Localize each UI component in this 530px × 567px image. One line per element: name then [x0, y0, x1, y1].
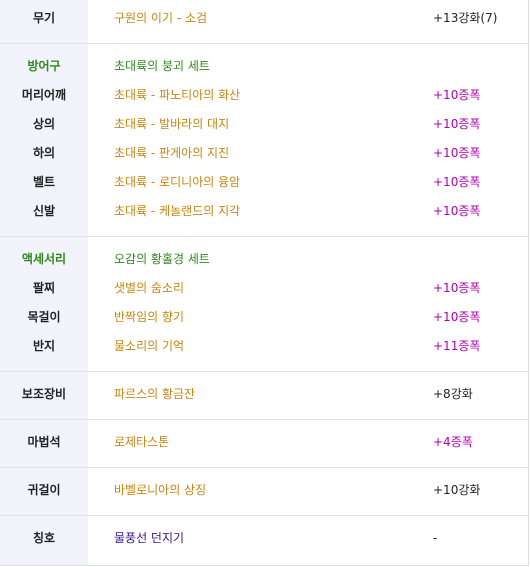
title-name[interactable]: 물풍선 던지기 — [114, 531, 185, 545]
earring-value: +10강화 — [433, 483, 481, 497]
armor-item-row: 상의 초대륙 - 발바라의 대지 +10증폭 — [0, 110, 528, 139]
accessory-item-value: +10증폭 — [433, 281, 481, 295]
armor-item-name[interactable]: 초대륙 - 케놀랜드의 지각 — [114, 204, 241, 218]
magic-stone-name[interactable]: 로제타스톤 — [114, 435, 170, 449]
armor-item-label: 하의 — [32, 146, 56, 160]
accessory-item-label: 목걸이 — [27, 310, 61, 324]
accessory-item-label: 팔찌 — [32, 281, 56, 295]
sub-equipment-name[interactable]: 파르스의 황금잔 — [114, 387, 196, 401]
armor-item-name[interactable]: 초대륙 - 로디니아의 융암 — [114, 175, 241, 189]
divider — [0, 371, 528, 372]
weapon-name[interactable]: 구원의 이기 - 소검 — [114, 11, 208, 25]
title-row: 칭호 물풍선 던지기 - — [0, 524, 528, 553]
sub-equipment-label: 보조장비 — [21, 387, 67, 401]
armor-category-label: 방어구 — [27, 59, 61, 73]
armor-item-row: 하의 초대륙 - 판게아의 지진 +10증폭 — [0, 139, 528, 168]
weapon-label: 무기 — [32, 11, 56, 25]
armor-item-label: 머리어깨 — [21, 88, 67, 102]
armor-set-row: 방어구 초대륙의 붕괴 세트 — [0, 52, 528, 81]
armor-item-label: 상의 — [32, 117, 56, 131]
magic-stone-value: +4증폭 — [433, 435, 473, 449]
sub-equipment-row: 보조장비 파르스의 황금잔 +8강화 — [0, 380, 528, 409]
magic-stone-label: 마법석 — [27, 435, 61, 449]
accessory-item-value: +11증폭 — [433, 339, 481, 353]
accessory-item-name[interactable]: 샛별의 숨소리 — [114, 281, 185, 295]
sub-equipment-value: +8강화 — [433, 387, 473, 401]
accessory-set-row: 액세서리 오감의 황홀경 세트 — [0, 245, 528, 274]
divider — [0, 515, 528, 516]
armor-item-value: +10증폭 — [433, 88, 481, 102]
magic-stone-row: 마법석 로제타스톤 +4증폭 — [0, 428, 528, 457]
divider — [0, 419, 528, 420]
armor-item-value: +10증폭 — [433, 117, 481, 131]
armor-set-name[interactable]: 초대륙의 붕괴 세트 — [114, 59, 210, 73]
divider — [0, 236, 528, 237]
armor-item-row: 머리어깨 초대륙 - 파노티아의 화산 +10증폭 — [0, 81, 528, 110]
title-value: - — [433, 531, 438, 545]
earring-label: 귀걸이 — [27, 483, 61, 497]
armor-item-value: +10증폭 — [433, 204, 481, 218]
accessory-category-label: 액세서리 — [21, 252, 67, 266]
divider — [0, 467, 528, 468]
armor-item-value: +10증폭 — [433, 146, 481, 160]
armor-item-name[interactable]: 초대륙 - 발바라의 대지 — [114, 117, 230, 131]
accessory-item-row: 목걸이 반짝임의 향기 +10증폭 — [0, 303, 528, 332]
accessory-item-label: 반지 — [32, 339, 56, 353]
armor-item-value: +10증폭 — [433, 175, 481, 189]
earring-row: 귀걸이 바벨로니아의 상징 +10강화 — [0, 476, 528, 505]
armor-item-row: 벨트 초대륙 - 로디니아의 융암 +10증폭 — [0, 168, 528, 197]
armor-item-name[interactable]: 초대륙 - 파노티아의 화산 — [114, 88, 241, 102]
title-label: 칭호 — [32, 531, 56, 545]
accessory-item-name[interactable]: 반짝임의 향기 — [114, 310, 185, 324]
armor-item-label: 신발 — [32, 204, 56, 218]
accessory-item-value: +10증폭 — [433, 310, 481, 324]
weapon-value: +13강화(7) — [433, 11, 498, 25]
accessory-item-name[interactable]: 물소리의 기억 — [114, 339, 185, 353]
armor-item-label: 벨트 — [32, 175, 56, 189]
label-column — [0, 0, 88, 565]
armor-item-name[interactable]: 초대륙 - 판게아의 지진 — [114, 146, 230, 160]
armor-item-row: 신발 초대륙 - 케놀랜드의 지각 +10증폭 — [0, 197, 528, 226]
earring-name[interactable]: 바벨로니아의 상징 — [114, 483, 207, 497]
accessory-item-row: 반지 물소리의 기억 +11증폭 — [0, 332, 528, 361]
accessory-item-row: 팔찌 샛별의 숨소리 +10증폭 — [0, 274, 528, 303]
weapon-row: 무기 구원의 이기 - 소검 +13강화(7) — [0, 4, 528, 33]
divider — [0, 43, 528, 44]
accessory-set-name[interactable]: 오감의 황홀경 세트 — [114, 252, 210, 266]
